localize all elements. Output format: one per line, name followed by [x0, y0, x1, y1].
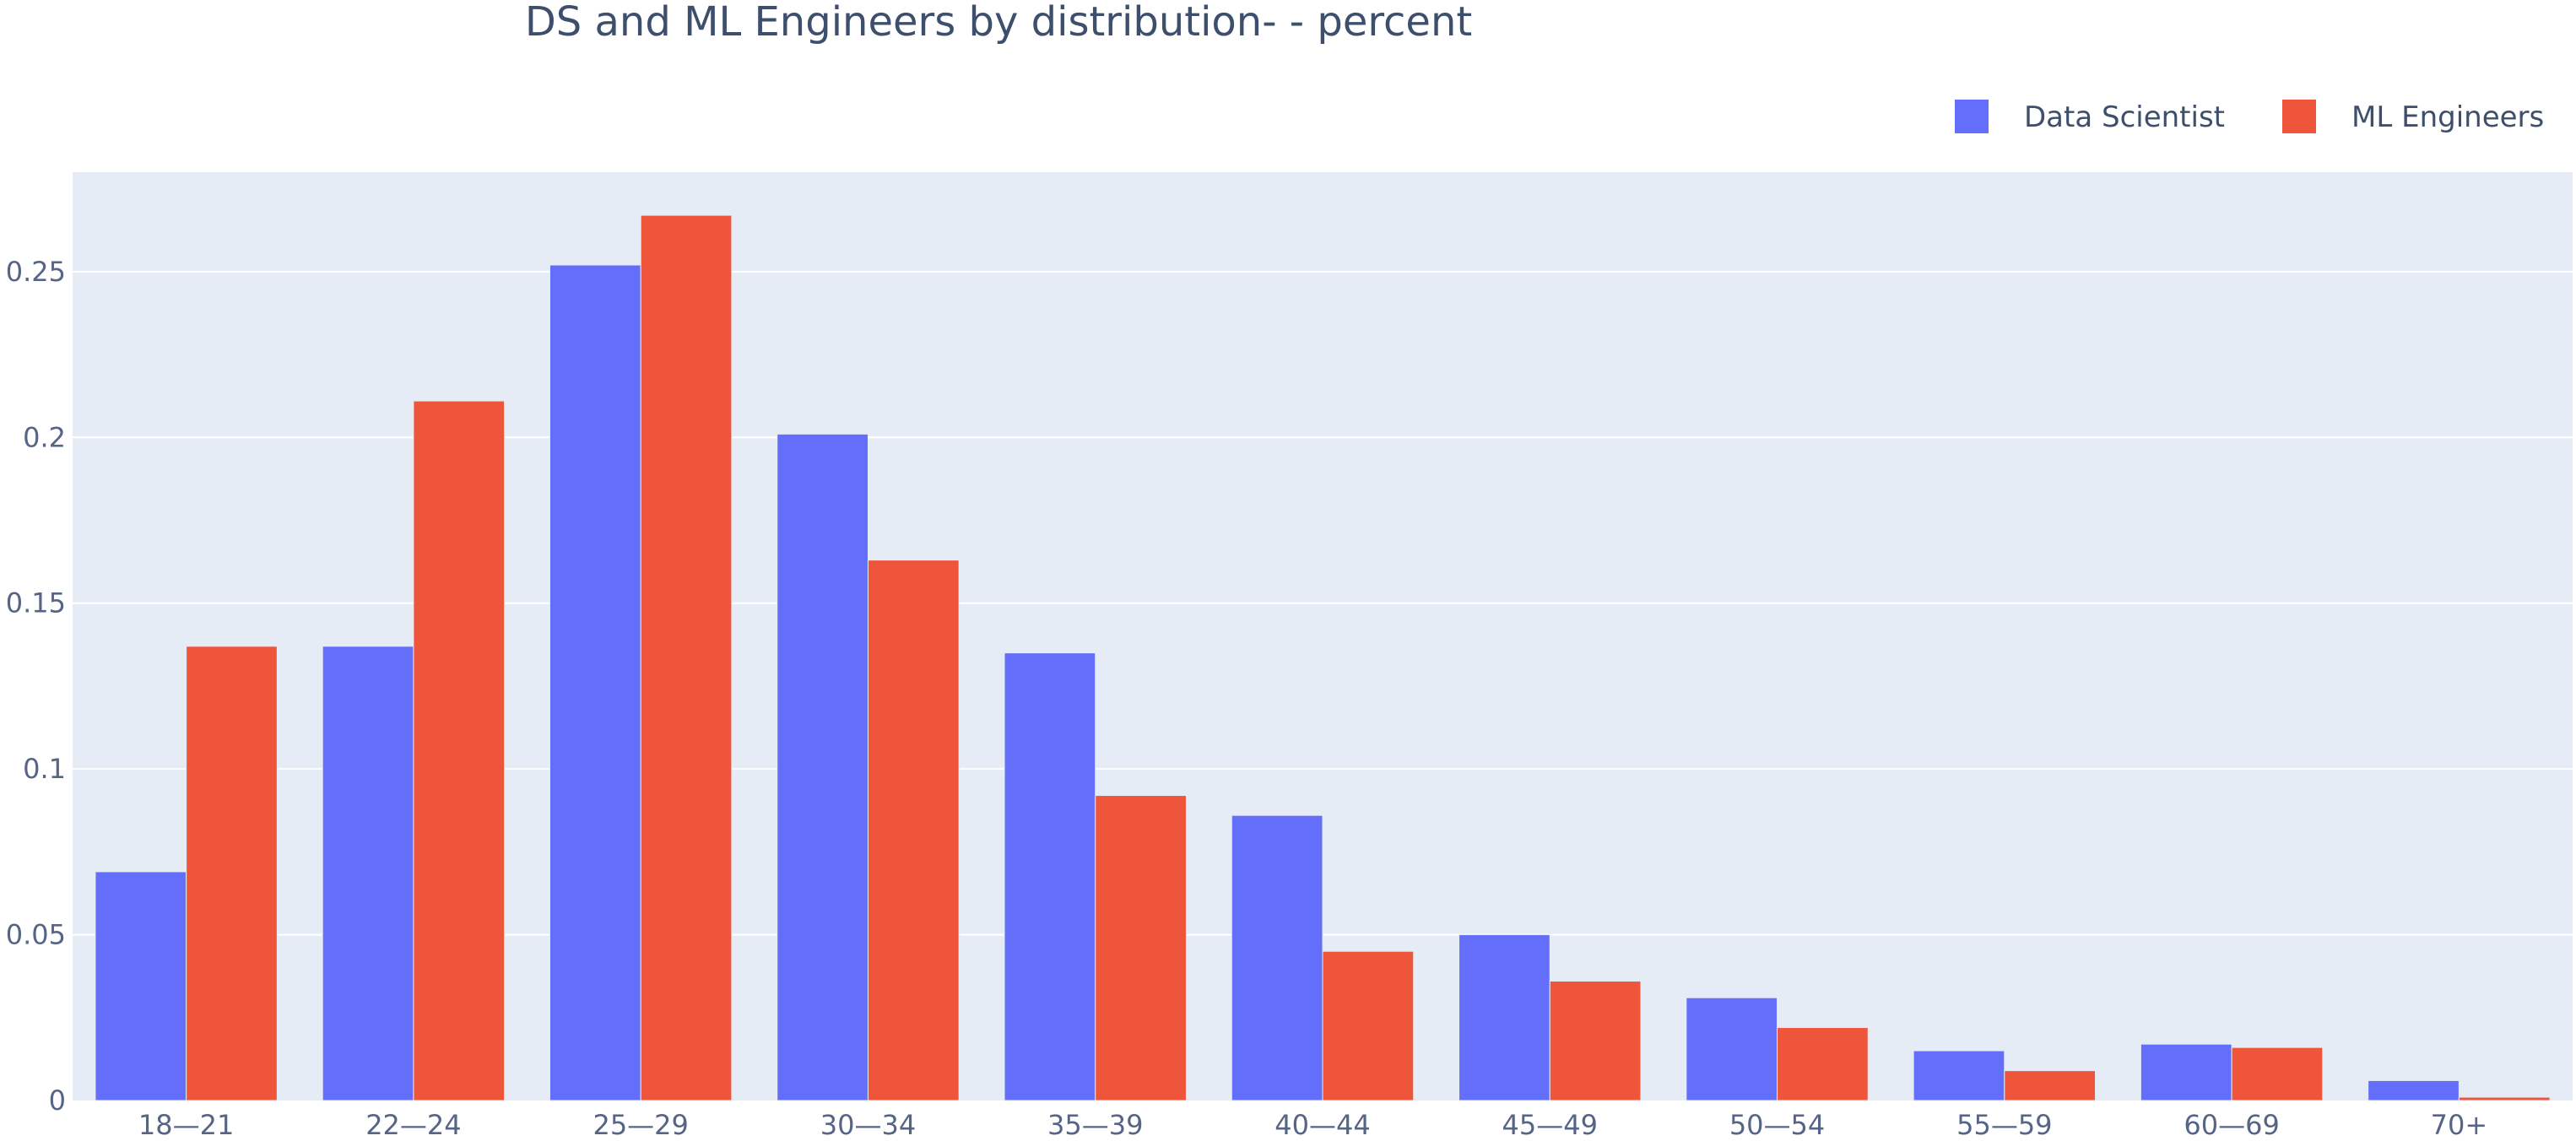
- bar-data-scientist-5[interactable]: [1231, 814, 1323, 1101]
- bar-data-scientist-7[interactable]: [1686, 997, 1778, 1101]
- x-tick-label: 35—39: [1047, 1109, 1143, 1141]
- y-tick-label: 0.2: [23, 421, 66, 453]
- bar-ml-engineers-6[interactable]: [1549, 981, 1642, 1101]
- bar-ml-engineers-5[interactable]: [1322, 950, 1415, 1101]
- bar-data-scientist-0[interactable]: [95, 871, 187, 1101]
- bar-ml-engineers-10[interactable]: [2458, 1096, 2551, 1101]
- x-tick-label: 22—24: [365, 1109, 461, 1141]
- legend-label-ml-engineers[interactable]: ML Engineers: [2351, 100, 2544, 134]
- bar-ml-engineers-4[interactable]: [1095, 795, 1187, 1101]
- bars: [95, 214, 2551, 1101]
- bar-data-scientist-4[interactable]: [1004, 652, 1096, 1101]
- y-tick-label: 0.15: [6, 587, 66, 619]
- x-tick-label: 30—34: [820, 1109, 916, 1141]
- x-tick-label: 18—21: [138, 1109, 234, 1141]
- bar-ml-engineers-8[interactable]: [2004, 1070, 2097, 1101]
- x-tick-label: 40—44: [1274, 1109, 1370, 1141]
- chart-title: DS and ML Engineers by distribution- - p…: [525, 0, 1472, 46]
- y-tick-label: 0.1: [23, 753, 66, 785]
- x-tick-label: 50—54: [1729, 1109, 1825, 1141]
- legend[interactable]: Data Scientist ML Engineers: [1955, 100, 2544, 134]
- bar-ml-engineers-0[interactable]: [186, 646, 278, 1101]
- y-tick-label: 0.25: [6, 256, 66, 288]
- x-tick-label: 60—69: [2184, 1109, 2279, 1141]
- x-tick-label: 55—59: [1956, 1109, 2052, 1141]
- y-tick-label: 0.05: [6, 919, 66, 951]
- x-tick-label: 70+: [2431, 1109, 2488, 1141]
- x-axis-ticks: 18—21 22—24 25—29 30—34 35—39 40—44 45—49 50—54…: [138, 1109, 2487, 1141]
- x-tick-label: 25—29: [593, 1109, 688, 1141]
- y-axis-ticks: 0 0.05 0.1 0.15 0.2 0.25: [6, 256, 66, 1117]
- bar-ml-engineers-7[interactable]: [1777, 1027, 1869, 1101]
- legend-swatch-ml-engineers[interactable]: [2282, 100, 2316, 133]
- bar-ml-engineers-2[interactable]: [640, 214, 733, 1101]
- bar-data-scientist-8[interactable]: [1913, 1050, 2005, 1101]
- bar-data-scientist-6[interactable]: [1458, 934, 1550, 1101]
- bar-data-scientist-2[interactable]: [549, 264, 641, 1101]
- legend-label-data-scientist[interactable]: Data Scientist: [2024, 100, 2225, 134]
- legend-swatch-data-scientist[interactable]: [1955, 100, 1989, 133]
- bar-ml-engineers-9[interactable]: [2231, 1046, 2324, 1101]
- bar-data-scientist-9[interactable]: [2140, 1043, 2232, 1101]
- bar-data-scientist-1[interactable]: [322, 646, 414, 1101]
- y-tick-label: 0: [49, 1084, 66, 1117]
- bar-data-scientist-3[interactable]: [777, 433, 869, 1101]
- x-tick-label: 45—49: [1502, 1109, 1598, 1141]
- bar-data-scientist-10[interactable]: [2368, 1079, 2460, 1101]
- bar-ml-engineers-1[interactable]: [413, 400, 506, 1101]
- bar-ml-engineers-3[interactable]: [867, 560, 960, 1101]
